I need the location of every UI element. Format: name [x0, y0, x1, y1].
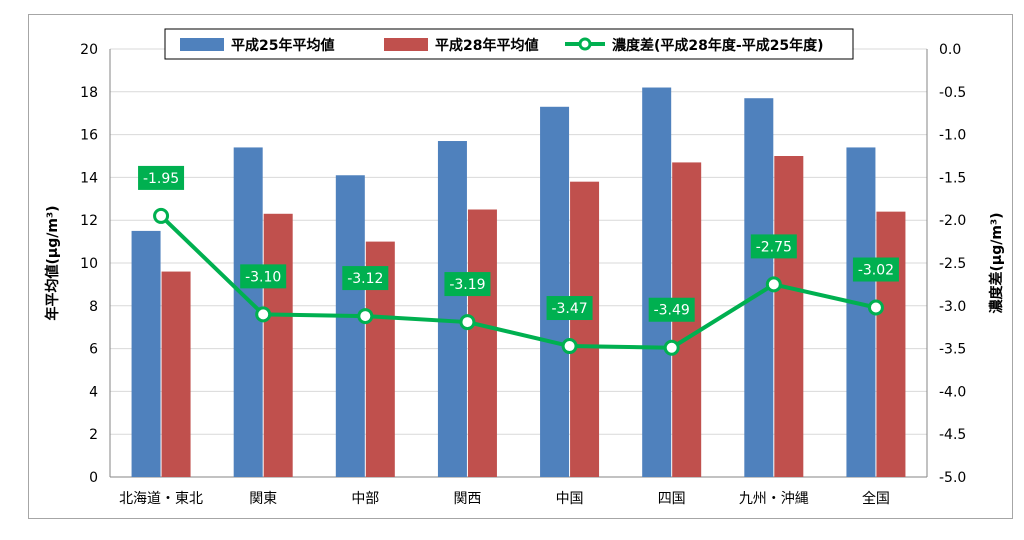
line-point — [867, 299, 884, 316]
y-tick-label: 4 — [89, 384, 98, 400]
data-label: -2.75 — [756, 239, 792, 255]
y2-tick-label: -0.5 — [939, 85, 966, 101]
bar — [467, 209, 497, 477]
data-label-box — [138, 165, 185, 190]
difference-line — [159, 214, 877, 350]
bar — [161, 271, 191, 477]
data-label-box — [342, 266, 389, 291]
legend-label: 平成28年平均値 — [435, 37, 538, 54]
x-tick-label: 中国 — [556, 491, 584, 507]
bar — [570, 181, 600, 477]
y-tick-label: 18 — [80, 85, 98, 101]
data-label: -3.47 — [551, 301, 587, 317]
legend-label: 濃度差(平成28年度-平成25年度) — [612, 37, 824, 54]
y-tick-label: 6 — [89, 342, 98, 358]
y-tick-label: 12 — [80, 213, 98, 229]
line-point — [561, 338, 578, 355]
legend-swatch — [384, 38, 428, 51]
y-tick-label: 0 — [89, 470, 98, 486]
y2-tick-label: -3.0 — [939, 299, 966, 315]
x-tick-label: 関西 — [453, 491, 481, 507]
legend-label: 平成25年平均値 — [231, 37, 334, 54]
line-point — [357, 308, 374, 325]
line-point — [663, 339, 680, 356]
bar — [876, 211, 906, 477]
data-label: -3.49 — [654, 303, 690, 319]
data-label-box — [750, 234, 797, 259]
legend-marker — [578, 37, 592, 51]
bar — [540, 106, 570, 477]
data-label: -3.02 — [858, 263, 894, 279]
bar — [642, 87, 672, 478]
y2-tick-label: -5.0 — [939, 470, 966, 486]
x-tick-label: 関東 — [249, 491, 277, 507]
y2-tick-label: -4.0 — [939, 384, 966, 400]
y2-tick-label: -4.5 — [939, 427, 966, 443]
data-label-box — [240, 264, 287, 289]
line-point — [255, 306, 272, 323]
x-tick-label: 九州・沖縄 — [739, 491, 809, 507]
data-label-box — [546, 296, 593, 321]
bar — [131, 230, 161, 477]
line-point — [153, 207, 170, 224]
y2-tick-label: -3.5 — [939, 342, 966, 358]
y2-tick-label: -1.5 — [939, 170, 966, 186]
y-tick-label: 8 — [89, 299, 98, 315]
bar — [774, 156, 804, 477]
y-tick-label: 20 — [80, 42, 98, 58]
x-tick-label: 四国 — [658, 491, 686, 507]
y2-tick-label: -2.5 — [939, 256, 966, 272]
y-tick-label: 10 — [80, 256, 98, 272]
bar — [437, 141, 467, 477]
data-label-box — [444, 272, 491, 297]
legend-box — [164, 28, 854, 60]
data-label: -3.12 — [347, 271, 383, 287]
bar — [335, 175, 365, 477]
x-tick-label: 全国 — [862, 490, 890, 507]
data-label-box — [648, 297, 695, 322]
y2-tick-label: 0.0 — [939, 42, 961, 58]
x-tick-label: 北海道・東北 — [119, 491, 203, 507]
line-point — [765, 276, 782, 293]
y2-tick-label: -2.0 — [939, 213, 966, 229]
data-label: -3.10 — [245, 269, 281, 285]
line-point — [459, 314, 476, 331]
bar — [263, 213, 293, 477]
y2-tick-label: -1.0 — [939, 128, 966, 144]
y-tick-label: 16 — [80, 128, 98, 144]
legend-swatch — [180, 38, 224, 51]
y2-axis-title: 濃度差(μg/m³) — [988, 213, 1005, 314]
y-axis-title: 年平均値(μg/m³) — [44, 206, 61, 321]
x-tick-label: 中部 — [351, 491, 379, 507]
y-tick-label: 2 — [89, 427, 98, 443]
data-label-box — [852, 257, 899, 282]
data-label: -1.95 — [143, 171, 179, 187]
y-tick-label: 14 — [80, 170, 98, 186]
data-label: -3.19 — [449, 277, 485, 293]
